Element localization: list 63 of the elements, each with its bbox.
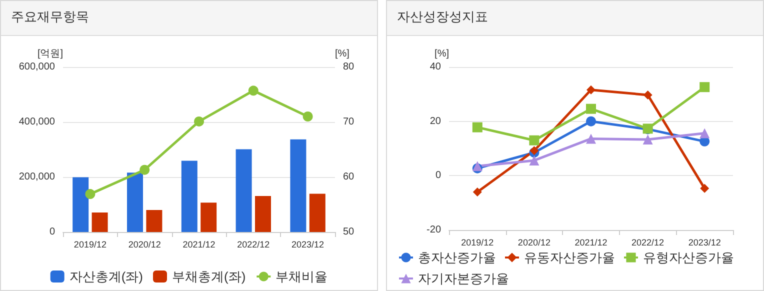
y-tick-label: 0 [49,226,56,238]
point [700,184,710,193]
x-tick-label: 2023/12 [688,238,721,248]
bar [127,172,143,232]
point [586,116,596,126]
bar [72,177,89,232]
bar [255,196,271,232]
legend-label: 부채비율 [276,269,328,284]
bar [92,212,108,232]
point [194,116,204,126]
x-tick-label: 2021/12 [182,240,216,250]
point [529,135,540,146]
y-tick-label: 20 [430,116,442,127]
y-tick-label: 40 [430,62,442,72]
bar [290,139,306,232]
point [302,112,313,122]
y2-tick-label: 80 [343,62,355,72]
y-tick-label: 600,000 [18,62,56,72]
legend-label: 총자산증가율 [418,250,496,265]
x-tick-label: 2021/12 [574,238,608,248]
legend-label: 자기자본증가율 [418,271,509,286]
bar [236,149,252,232]
y2-tick-label: 50 [343,226,355,238]
x-tick-label: 2023/12 [292,240,324,250]
y2-tick-label: 70 [343,116,355,128]
point [530,146,539,156]
chart-title: 주요재무항목 [1,1,377,36]
y-tick-label: 200,000 [18,172,56,182]
point [85,189,96,200]
point [642,134,653,145]
bar [200,202,217,232]
y2-tick-label: 60 [343,172,355,182]
x-tick-label: 2022/12 [632,238,664,248]
legend-label: 유형자산증가율 [643,250,734,265]
bar [181,160,198,232]
x-tick-label: 2020/12 [128,240,161,250]
chart-title: 자산성장성지표 [387,1,763,36]
legend-label: 자산총계(좌) [69,269,144,284]
point [586,104,596,114]
y-tick-label: -20 [426,224,442,236]
point [472,122,482,132]
point [586,85,596,94]
point [700,128,710,138]
point [586,134,596,144]
y-tick-label: 400,000 [18,116,56,128]
point [700,82,710,92]
point [643,90,652,100]
x-tick-label: 2019/12 [74,240,106,250]
bar [146,210,162,232]
point [472,187,482,196]
bar [309,194,326,232]
point [140,164,150,175]
x-tick-label: 2022/12 [237,240,270,250]
x-tick-label: 2019/12 [461,238,494,248]
point [248,86,258,96]
y-axis-title: [억원] [37,48,64,60]
y-axis-title: [%] [434,48,450,60]
y-tick-label: 0 [435,170,442,182]
legend-label: 부채총계(좌) [172,269,246,284]
x-tick-label: 2020/12 [518,238,550,248]
y2-axis-title: [%] [335,48,350,60]
point [529,155,540,166]
legend-label: 유동자산증가율 [524,250,615,265]
